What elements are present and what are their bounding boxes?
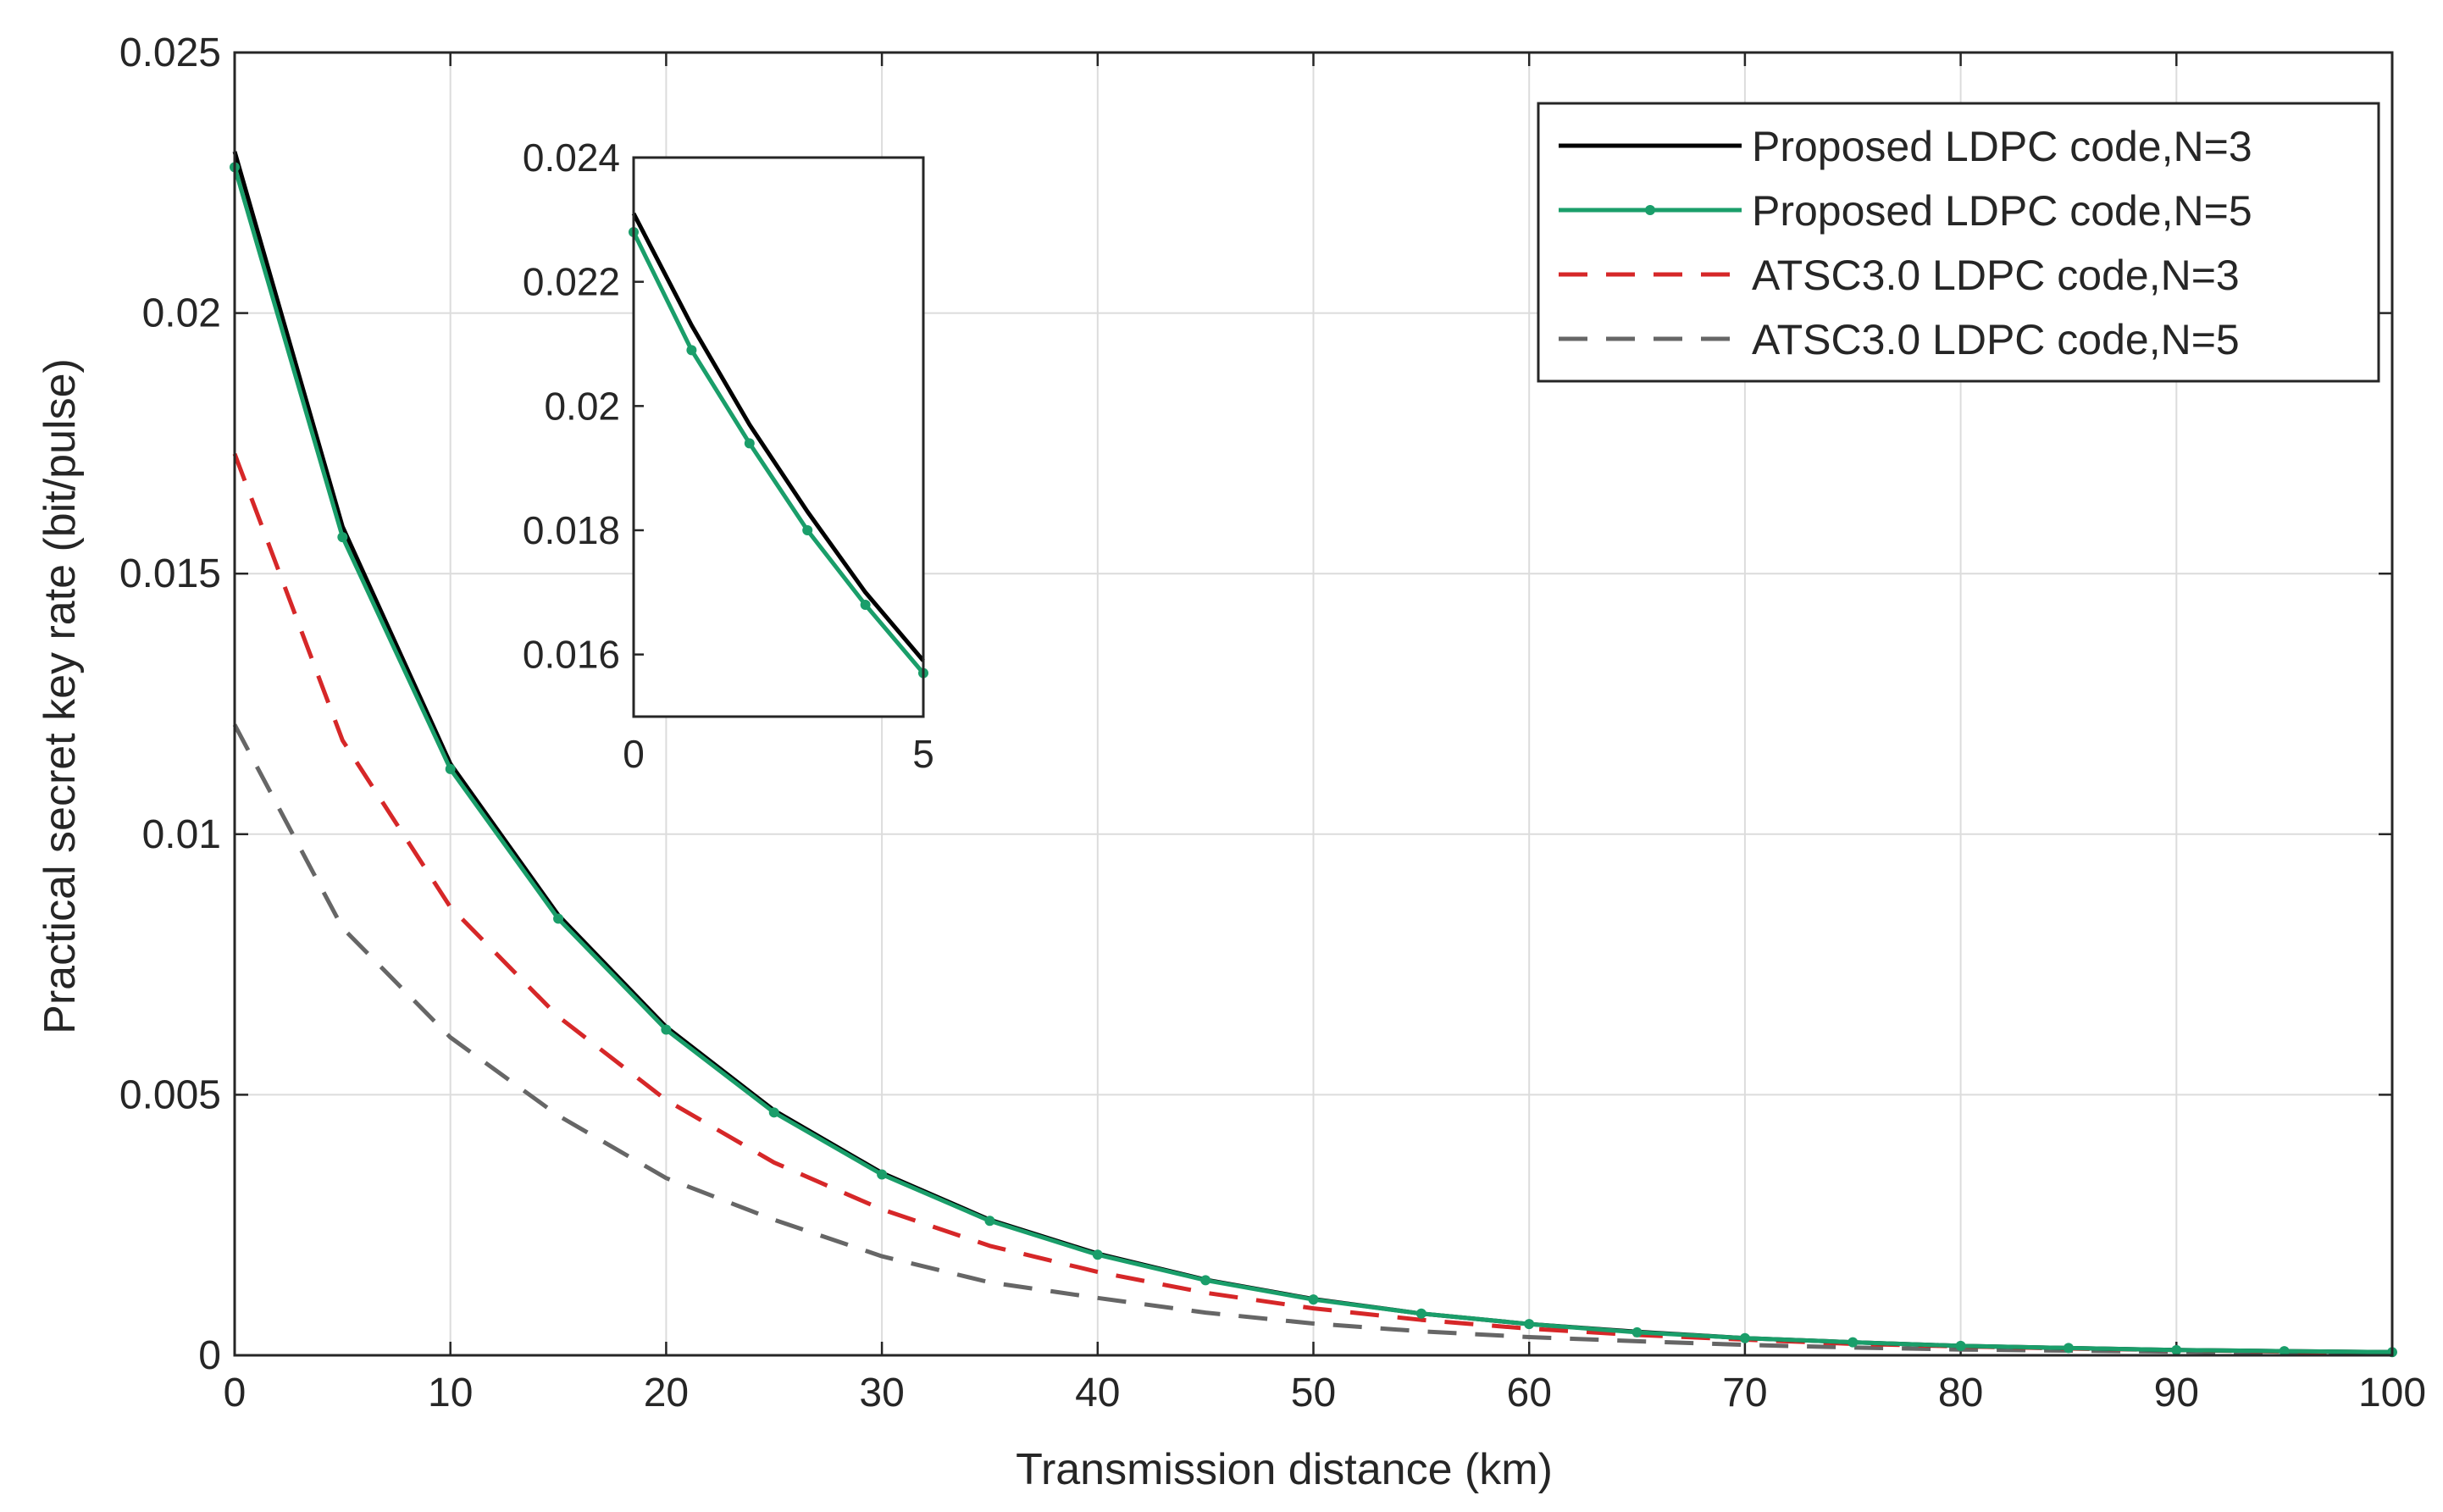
x-tick-label: 50 [1291, 1371, 1336, 1415]
inset-series-marker-1 [686, 345, 697, 356]
legend-label-0: Proposed LDPC code,N=3 [1752, 123, 2252, 170]
inset-series-marker-1 [802, 525, 813, 535]
inset-frame [632, 156, 925, 718]
main-series-marker-3 [2171, 1344, 2182, 1355]
x-tick-label: 70 [1722, 1371, 1767, 1415]
x-tick-label: 90 [2154, 1371, 2199, 1415]
main-series-marker-3 [1739, 1332, 1750, 1343]
inset-y-tick-labels: 0.016 0.018 0.02 0.022 0.024 [523, 136, 620, 677]
inset-series-marker-1 [860, 600, 871, 610]
main-series [230, 151, 2397, 1358]
inset-series-marker-1 [744, 438, 755, 449]
main-series-marker-3 [1415, 1308, 1426, 1319]
main-ticks [233, 51, 2394, 1357]
inset-y-tick-label: 0.016 [523, 633, 620, 677]
legend-box [1537, 102, 2380, 383]
inset-y-tick-label: 0.022 [523, 260, 620, 304]
x-tick-label: 20 [644, 1371, 689, 1415]
main-plot-frame [233, 51, 2394, 1357]
inset-series-line-1 [631, 230, 925, 675]
y-axis-title: Practical secret key rate (bit/pulse) [36, 358, 85, 1034]
inset-y-tick-label: 0.02 [544, 384, 620, 428]
main-x-tick-labels: 0 10 20 30 40 50 60 70 80 90 100 [224, 1371, 2426, 1415]
main-series-marker-3 [1308, 1294, 1319, 1305]
main-y-tick-labels: 0 0.005 0.01 0.015 0.02 0.025 [119, 30, 221, 1378]
main-series-marker-3 [445, 763, 456, 774]
inset-x-tick-label: 0 [623, 732, 645, 776]
legend-marker-1 [1645, 205, 1655, 215]
main-series-marker-3 [337, 532, 348, 543]
main-series-marker-3 [1092, 1249, 1103, 1260]
main-series-marker-3 [768, 1107, 779, 1118]
y-tick-label: 0.01 [142, 812, 221, 857]
legend-label-2: ATSC3.0 LDPC code,N=3 [1752, 252, 2240, 299]
main-series-marker-3 [1524, 1319, 1535, 1330]
y-tick-label: 0.02 [142, 291, 221, 336]
main-series-marker-3 [1631, 1326, 1643, 1338]
legend-label-3: ATSC3.0 LDPC code,N=5 [1752, 316, 2240, 363]
inset-series-line-0 [631, 212, 925, 662]
legend: Proposed LDPC code,N=3 Proposed LDPC code… [1537, 102, 2380, 383]
x-tick-label: 60 [1507, 1371, 1552, 1415]
main-series-marker-3 [877, 1169, 888, 1180]
inset-y-tick-label: 0.018 [523, 508, 620, 552]
main-series-marker-3 [984, 1216, 995, 1227]
main-series-marker-3 [661, 1024, 672, 1035]
y-tick-label: 0.015 [119, 551, 221, 596]
main-series-marker-3 [2063, 1343, 2074, 1354]
x-tick-label: 100 [2358, 1371, 2426, 1415]
x-tick-label: 0 [224, 1371, 247, 1415]
x-axis-title: Transmission distance (km) [1016, 1445, 1553, 1494]
y-tick-label: 0.005 [119, 1072, 221, 1117]
main-series-marker-3 [1955, 1340, 1966, 1351]
main-series-marker-3 [1847, 1337, 1859, 1348]
main-series-marker-3 [553, 913, 564, 924]
main-series-marker-3 [2279, 1346, 2290, 1357]
main-series-marker-3 [1200, 1275, 1211, 1286]
legend-label-1: Proposed LDPC code,N=5 [1752, 187, 2252, 235]
inset-x-tick-label: 5 [912, 732, 934, 776]
x-tick-label: 30 [859, 1371, 904, 1415]
main-series-line-0 [232, 723, 2393, 1355]
y-tick-label: 0 [198, 1333, 221, 1378]
x-tick-label: 10 [428, 1371, 473, 1415]
inset-series [629, 212, 928, 678]
x-tick-label: 40 [1075, 1371, 1120, 1415]
y-tick-label: 0.025 [119, 30, 221, 75]
x-tick-label: 80 [1938, 1371, 1983, 1415]
inset-y-tick-label: 0.024 [523, 136, 620, 180]
inset-background [634, 158, 923, 717]
